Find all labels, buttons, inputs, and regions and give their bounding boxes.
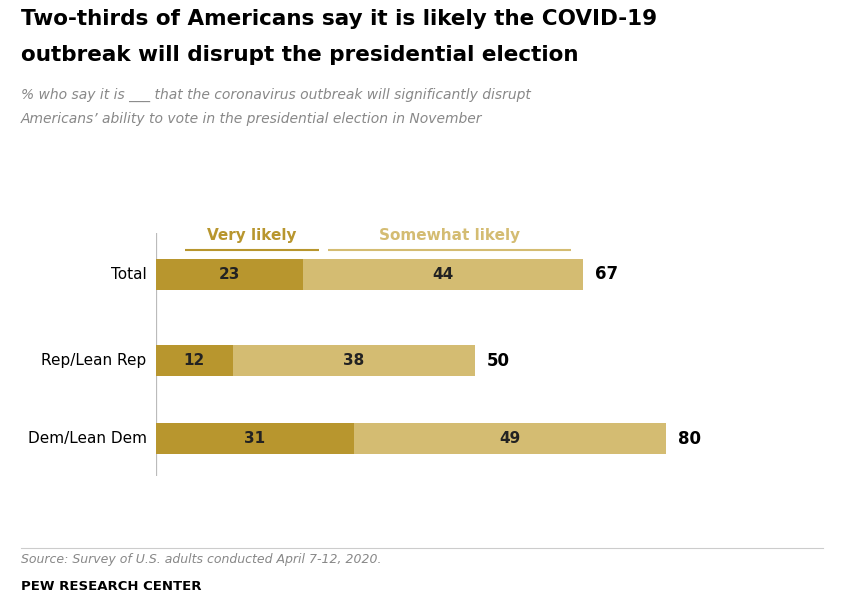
Text: 31: 31 [245, 431, 266, 446]
Text: outbreak will disrupt the presidential election: outbreak will disrupt the presidential e… [21, 45, 579, 65]
Text: 49: 49 [500, 431, 521, 446]
Bar [156, 423, 354, 454]
Text: Dem/Lean Dem: Dem/Lean Dem [28, 431, 147, 446]
Text: % who say it is ___ that the coronavirus outbreak will significantly disrupt: % who say it is ___ that the coronavirus… [21, 88, 531, 102]
Bar [354, 423, 666, 454]
Text: 23: 23 [219, 267, 241, 282]
Text: 80: 80 [678, 430, 701, 448]
Bar [303, 259, 583, 290]
Text: 12: 12 [184, 353, 205, 368]
Text: Very likely: Very likely [207, 228, 296, 243]
Bar [233, 345, 475, 376]
Text: PEW RESEARCH CENTER: PEW RESEARCH CENTER [21, 580, 202, 593]
Text: Somewhat likely: Somewhat likely [379, 228, 520, 243]
Text: 50: 50 [486, 351, 510, 370]
Text: Source: Survey of U.S. adults conducted April 7-12, 2020.: Source: Survey of U.S. adults conducted … [21, 553, 381, 565]
Text: Americans’ ability to vote in the presidential election in November: Americans’ ability to vote in the presid… [21, 112, 483, 126]
Bar [156, 259, 303, 290]
Text: Total: Total [111, 267, 147, 282]
Text: 67: 67 [595, 265, 618, 284]
Bar [156, 345, 233, 376]
Text: Rep/Lean Rep: Rep/Lean Rep [41, 353, 147, 368]
Text: 38: 38 [344, 353, 365, 368]
Text: Two-thirds of Americans say it is likely the COVID-19: Two-thirds of Americans say it is likely… [21, 9, 657, 29]
Text: 44: 44 [432, 267, 454, 282]
